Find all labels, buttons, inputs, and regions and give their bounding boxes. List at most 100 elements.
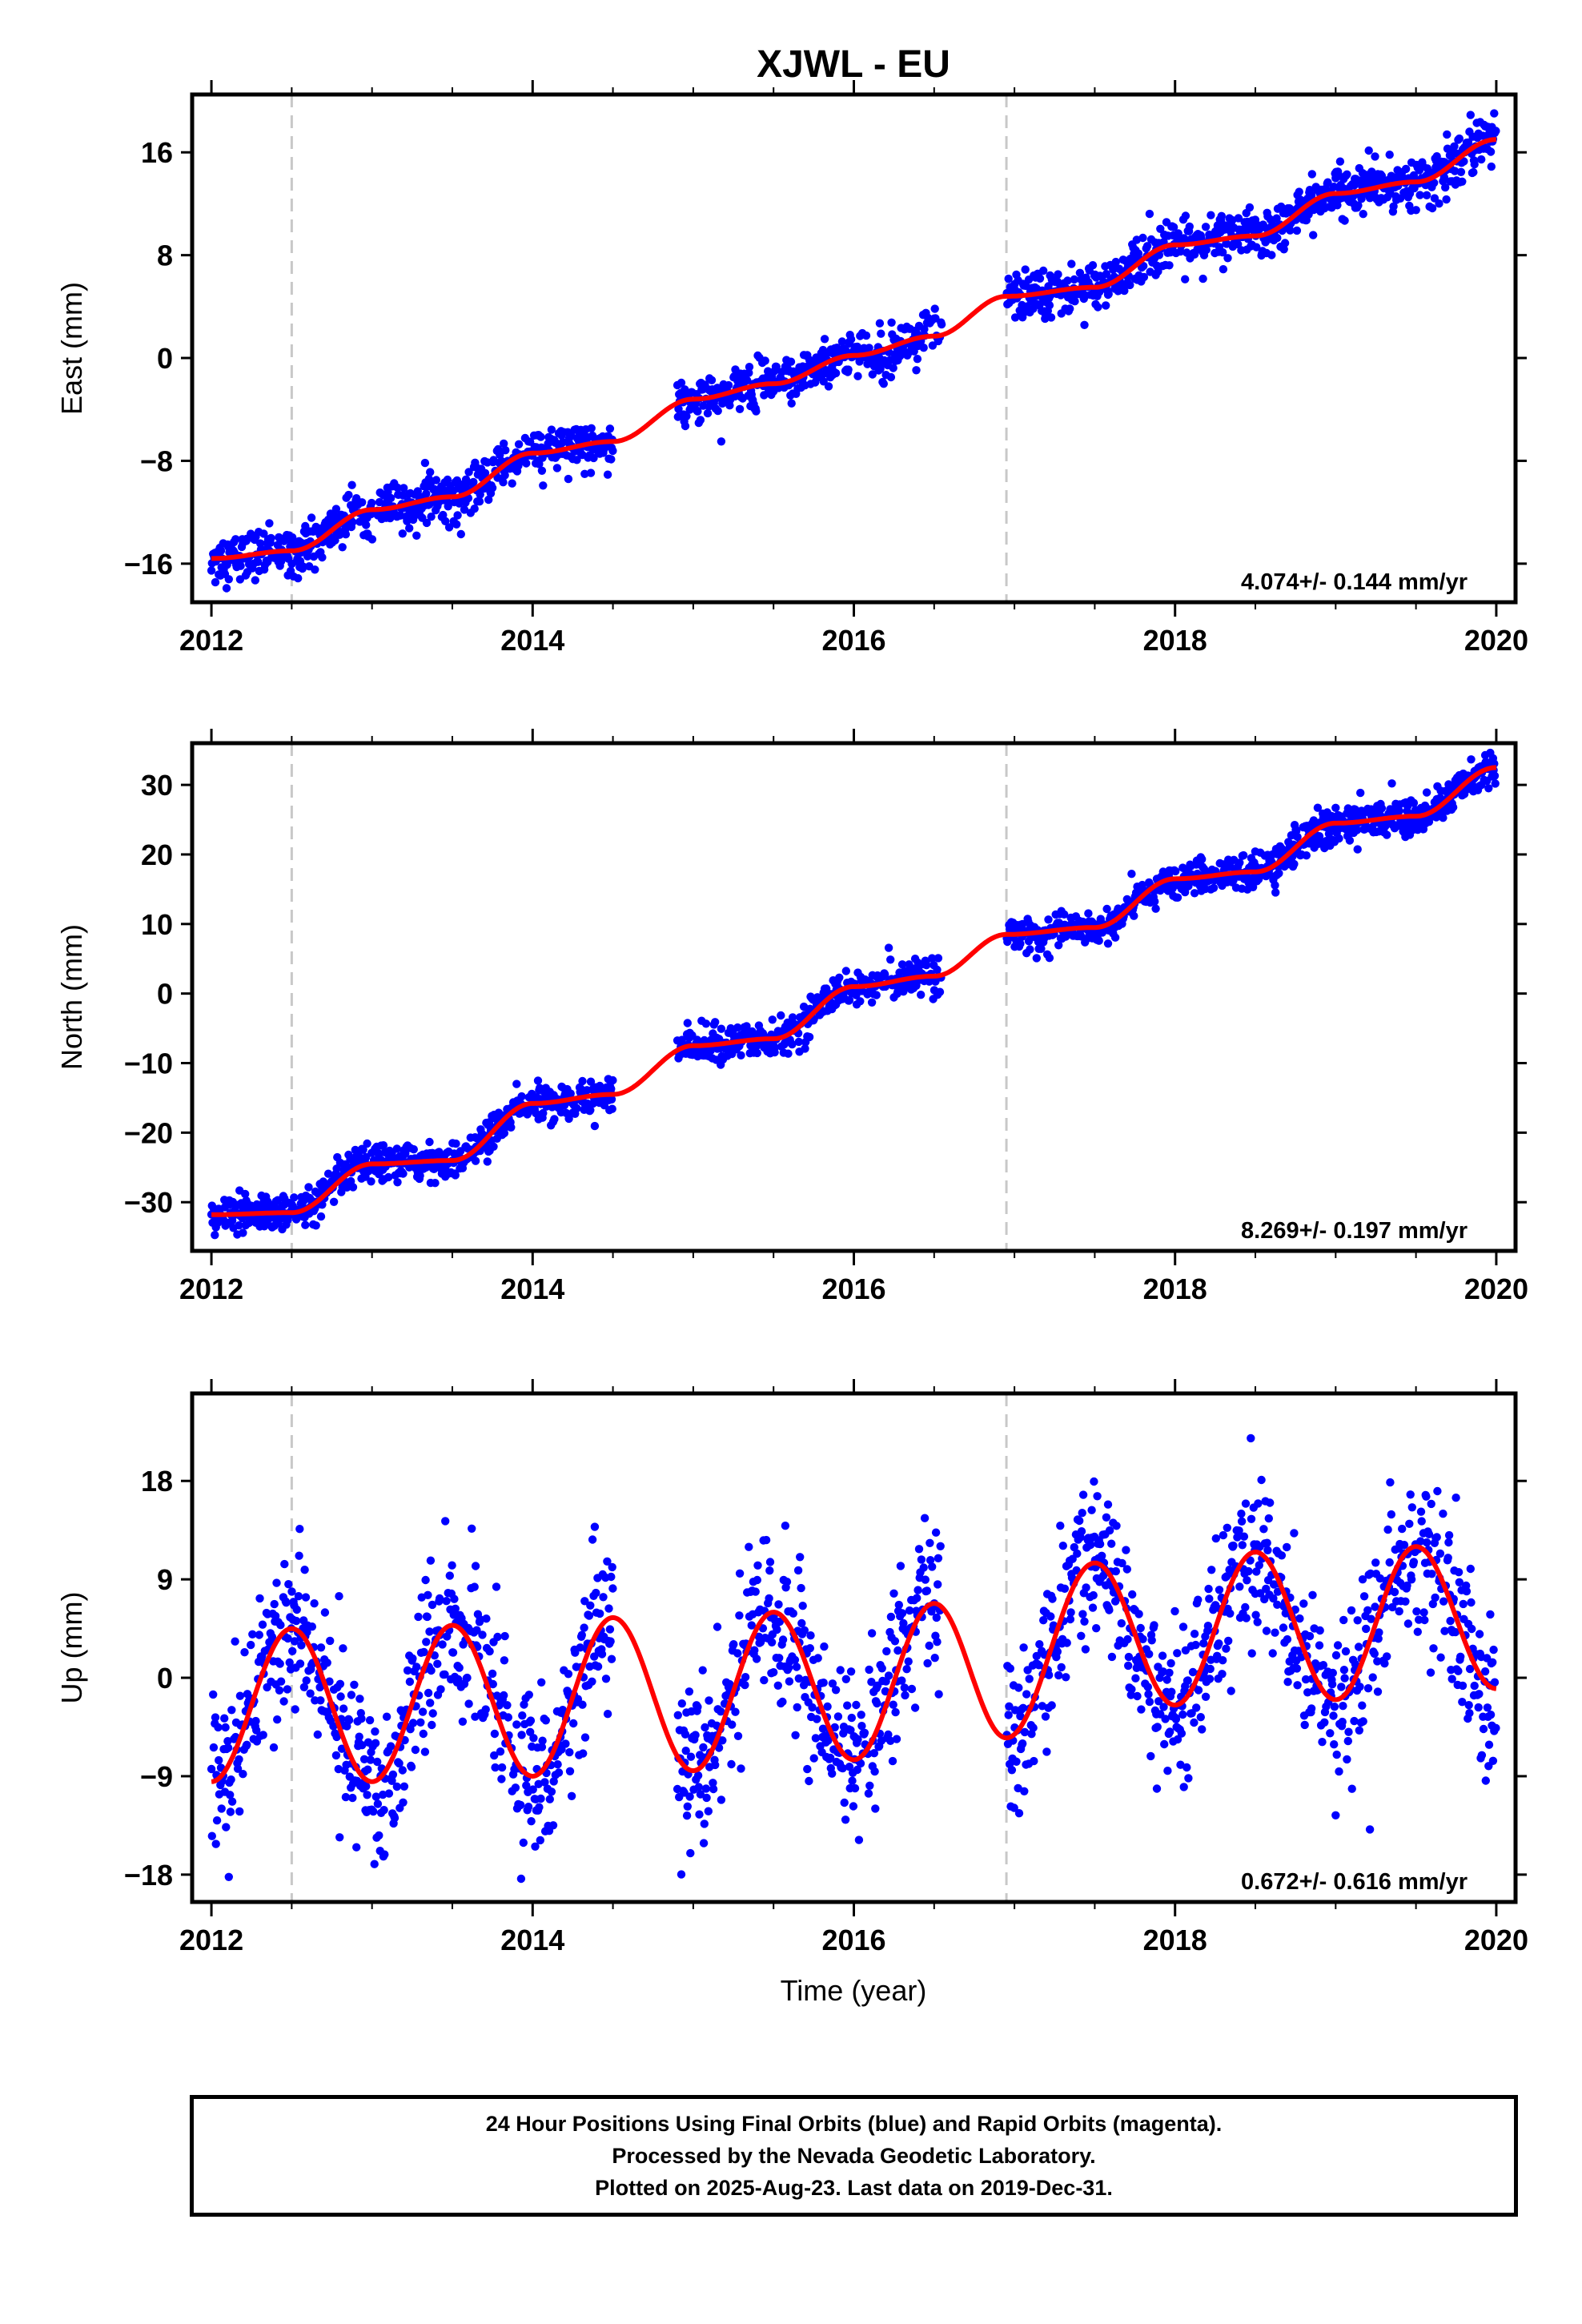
data-point	[207, 1764, 216, 1774]
data-point	[882, 1647, 891, 1656]
data-point	[1042, 1747, 1051, 1756]
data-point	[1267, 251, 1276, 259]
data-point	[867, 998, 877, 1007]
data-point	[1308, 1590, 1317, 1600]
data-point	[283, 1634, 292, 1643]
data-point	[737, 1764, 745, 1773]
data-point	[1147, 1636, 1156, 1645]
data-point	[348, 1793, 357, 1803]
data-point	[784, 1049, 793, 1058]
data-point	[501, 446, 510, 455]
data-point	[1173, 893, 1182, 903]
data-point	[255, 1594, 264, 1603]
data-point	[1123, 1634, 1132, 1644]
data-point	[1238, 1541, 1247, 1550]
data-point	[1490, 109, 1499, 118]
data-point	[920, 324, 929, 334]
data-point	[923, 1659, 932, 1668]
data-point	[295, 1551, 303, 1560]
data-point	[871, 1804, 880, 1813]
data-point	[211, 1839, 220, 1848]
data-point	[433, 1659, 442, 1668]
data-point	[805, 1644, 814, 1653]
data-point	[1018, 1739, 1027, 1748]
data-point	[891, 1707, 900, 1717]
data-point	[492, 1582, 501, 1591]
data-point	[500, 471, 509, 480]
data-point	[1215, 1586, 1224, 1594]
data-point	[265, 519, 274, 528]
data-point	[1131, 1674, 1140, 1683]
data-point	[1219, 265, 1228, 274]
data-point	[207, 566, 216, 575]
data-point	[580, 1733, 590, 1742]
data-point	[316, 1212, 326, 1221]
y-tick-label: −10	[124, 1047, 173, 1080]
data-point	[341, 1792, 351, 1802]
data-point	[275, 1686, 284, 1695]
data-point	[1092, 1624, 1101, 1633]
data-point	[1163, 1767, 1172, 1775]
data-point	[1058, 1542, 1068, 1550]
data-point	[1181, 275, 1190, 283]
data-point	[311, 1221, 320, 1230]
data-point	[1430, 179, 1439, 187]
data-point	[488, 484, 497, 493]
data-point	[1458, 177, 1467, 186]
data-point	[745, 363, 754, 372]
data-point	[471, 1712, 480, 1721]
data-point	[1219, 1656, 1227, 1665]
data-point	[820, 1642, 829, 1651]
data-point	[683, 1802, 692, 1811]
data-point	[484, 495, 493, 505]
data-point	[901, 1691, 909, 1700]
data-point	[1257, 1475, 1266, 1485]
data-point	[778, 1697, 787, 1707]
data-point	[476, 490, 484, 499]
data-point	[1295, 187, 1303, 196]
x-tick-label: 2016	[821, 624, 885, 657]
data-point	[539, 1108, 548, 1118]
data-point	[420, 1747, 430, 1756]
data-point	[1354, 201, 1363, 210]
data-point	[884, 1730, 893, 1739]
data-point	[580, 469, 589, 478]
data-point	[853, 1765, 862, 1775]
data-point	[1484, 784, 1493, 793]
x-tick-label: 2012	[179, 624, 243, 657]
data-point	[1099, 1571, 1108, 1580]
data-point	[1242, 1614, 1251, 1622]
data-point	[1127, 870, 1136, 879]
data-point	[796, 1553, 805, 1562]
data-point	[288, 1647, 297, 1655]
data-point	[1183, 1676, 1192, 1685]
data-point	[1262, 1626, 1271, 1635]
data-point	[1167, 1687, 1176, 1696]
data-point	[1067, 259, 1076, 268]
data-point	[1137, 1705, 1146, 1714]
data-point	[1329, 1711, 1338, 1720]
data-point	[310, 1599, 319, 1608]
data-point	[290, 1193, 299, 1202]
data-point	[401, 1149, 410, 1158]
data-point	[904, 1657, 913, 1666]
data-point	[292, 1605, 301, 1614]
data-point	[409, 1145, 418, 1154]
data-point	[727, 1759, 736, 1769]
data-point	[1435, 199, 1443, 208]
data-point	[1441, 183, 1450, 192]
data-point	[831, 368, 841, 378]
data-point	[527, 1817, 536, 1826]
data-point	[536, 1794, 545, 1803]
data-point	[933, 965, 942, 975]
data-point	[794, 1037, 803, 1047]
data-point	[890, 1637, 900, 1646]
data-point	[1239, 1532, 1249, 1541]
data-point	[1344, 1727, 1353, 1736]
data-point	[222, 584, 231, 593]
y-tick-label: −30	[124, 1186, 173, 1219]
data-point	[508, 479, 516, 488]
data-point	[371, 1739, 380, 1747]
data-point	[1054, 270, 1062, 279]
data-point	[830, 1723, 839, 1732]
